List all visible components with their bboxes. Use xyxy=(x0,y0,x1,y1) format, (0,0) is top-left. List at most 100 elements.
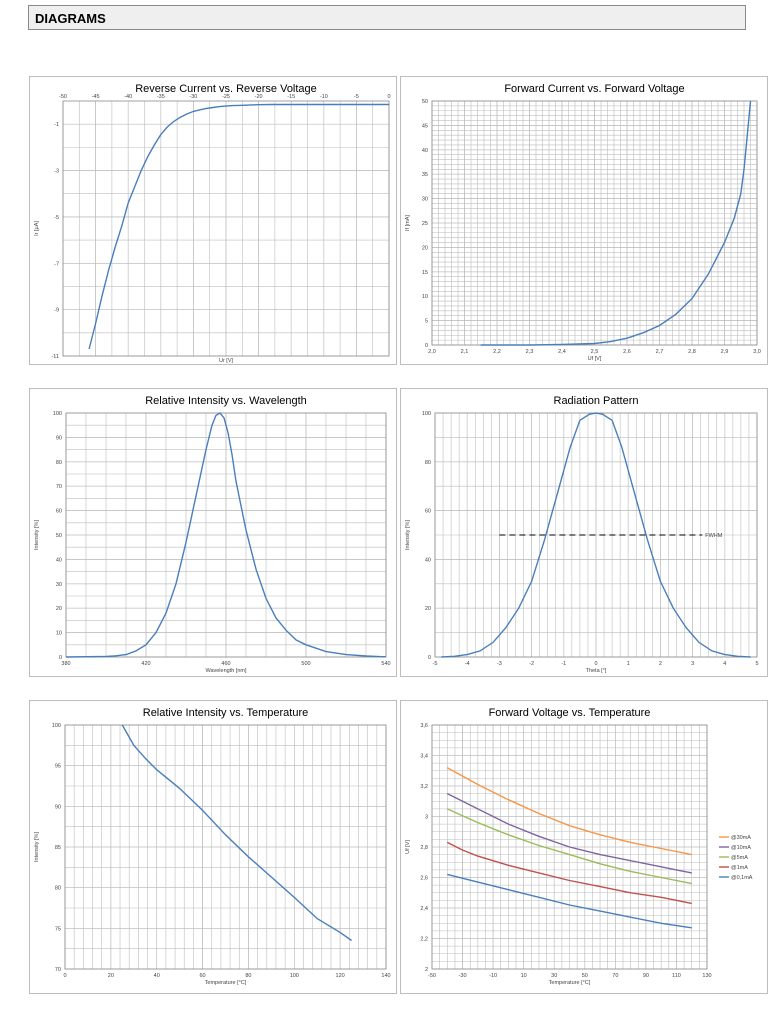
y-axis-label: Ir [µA] xyxy=(34,221,40,236)
chart-title: Forward Voltage vs. Temperature xyxy=(489,707,651,719)
x-tick-label: 90 xyxy=(643,973,649,979)
grid xyxy=(64,724,387,970)
chart-svg: Forward Current vs. Forward Voltage 2,0 2,… xyxy=(405,83,761,362)
y-tick-label: 3,6 xyxy=(420,723,428,729)
y-tick-label: -7 xyxy=(54,261,59,267)
y-tick-label: 20 xyxy=(422,245,428,251)
x-tick-label: 0 xyxy=(63,973,66,979)
x-tick-label: -25 xyxy=(222,94,230,100)
x-tick-label: -40 xyxy=(124,94,132,100)
y-tick-label: 90 xyxy=(56,435,62,441)
y-tick-label: 20 xyxy=(425,606,431,612)
x-axis-label: Temperature [°C] xyxy=(549,980,591,986)
x-tick-label: 120 xyxy=(336,973,345,979)
y-tick-label: -5 xyxy=(54,215,59,221)
x-tick-label: 60 xyxy=(200,973,206,979)
chart-panel-voltage-temperature: Forward Voltage vs. Temperature -50 -30 -10… xyxy=(400,700,768,994)
x-tick-label: 2,6 xyxy=(623,349,631,355)
x-tick-label: 420 xyxy=(141,661,150,667)
x-tick-label: 380 xyxy=(61,661,70,667)
x-tick-label: -45 xyxy=(92,94,100,100)
x-axis-label: Uf [V] xyxy=(588,356,602,362)
y-axis-label: Intensity [%] xyxy=(34,520,40,550)
x-tick-label: 2,0 xyxy=(428,349,436,355)
series-line-0 xyxy=(446,767,692,856)
series-line xyxy=(480,100,752,346)
series-line-1 xyxy=(446,792,692,874)
series-line-3 xyxy=(446,841,692,905)
x-tick-label: -50 xyxy=(428,973,436,979)
y-tick-label: 60 xyxy=(425,509,431,515)
series-line xyxy=(121,724,353,942)
y-tick-label: 3,4 xyxy=(420,754,428,760)
grid xyxy=(431,100,758,346)
x-tick-label: 0 xyxy=(594,661,597,667)
x-tick-label: -2 xyxy=(529,661,534,667)
y-axis-label: Uf [V] xyxy=(405,840,411,854)
legend-label: @0,1mA xyxy=(731,875,753,881)
x-tick-label: -5 xyxy=(433,661,438,667)
y-tick-label: 85 xyxy=(55,845,61,851)
x-tick-label: -35 xyxy=(157,94,165,100)
legend-label: @5mA xyxy=(731,855,748,861)
y-tick-label: 2,2 xyxy=(420,937,428,943)
plot-frame xyxy=(65,412,387,658)
x-tick-label: 2,8 xyxy=(688,349,696,355)
chart-title: Relative Intensity vs. Temperature xyxy=(143,707,308,719)
x-tick-label: -50 xyxy=(59,94,67,100)
x-axis-label: Wavelength [nm] xyxy=(205,668,247,674)
y-tick-label: 15 xyxy=(422,270,428,276)
legend-label: @1mA xyxy=(731,865,748,871)
x-tick-label: 2,1 xyxy=(461,349,469,355)
x-tick-label: -1 xyxy=(561,661,566,667)
series-line-2 xyxy=(447,808,692,885)
y-tick-label: 70 xyxy=(55,967,61,973)
x-tick-label: -3 xyxy=(497,661,502,667)
x-tick-label: 70 xyxy=(612,973,618,979)
y-tick-label: 0 xyxy=(425,343,428,349)
y-tick-label: 3 xyxy=(425,815,428,821)
x-tick-label: 40 xyxy=(154,973,160,979)
x-tick-label: 4 xyxy=(723,661,726,667)
x-tick-label: -20 xyxy=(255,94,263,100)
grid xyxy=(62,101,390,357)
x-tick-label: 0 xyxy=(387,94,390,100)
x-tick-label: 1 xyxy=(627,661,630,667)
plot-frame xyxy=(431,724,708,970)
y-tick-label: 3,2 xyxy=(420,784,428,790)
y-tick-label: 5 xyxy=(425,319,428,325)
chart-panel-radiation-pattern: Radiation Pattern -5 -4 -3 -2 -1 0 1 2 3 4 5 0 20 40 60… xyxy=(400,388,768,677)
y-tick-label: -1 xyxy=(54,122,59,128)
chart-panel-forward-current: Forward Current vs. Forward Voltage 2,0 2,… xyxy=(400,76,768,365)
y-tick-label: 70 xyxy=(56,484,62,490)
x-tick-label: 540 xyxy=(381,661,390,667)
plot-frame xyxy=(62,100,390,357)
chart-svg: Forward Voltage vs. Temperature -50 -30 -10… xyxy=(405,707,753,986)
y-tick-label: 75 xyxy=(55,926,61,932)
x-tick-label: 30 xyxy=(551,973,557,979)
x-tick-label: 100 xyxy=(290,973,299,979)
x-tick-label: 140 xyxy=(381,973,390,979)
y-tick-label: 80 xyxy=(56,460,62,466)
x-tick-label: -10 xyxy=(489,973,497,979)
x-tick-label: 10 xyxy=(521,973,527,979)
series-line xyxy=(441,412,751,658)
x-tick-label: 2,5 xyxy=(591,349,599,355)
x-tick-label: 50 xyxy=(582,973,588,979)
x-tick-label: 2 xyxy=(659,661,662,667)
section-header: DIAGRAMS xyxy=(28,5,746,30)
y-tick-label: 50 xyxy=(422,99,428,105)
plot-frame xyxy=(431,100,758,346)
x-tick-label: 20 xyxy=(108,973,114,979)
x-tick-label: 2,4 xyxy=(558,349,566,355)
y-tick-label: 35 xyxy=(422,172,428,178)
plot-frame xyxy=(64,724,387,970)
chart-svg: Relative Intensity vs. Wavelength 380 420 4… xyxy=(34,395,391,674)
y-tick-label: 50 xyxy=(56,533,62,539)
y-tick-label: 20 xyxy=(56,606,62,612)
y-tick-label: 60 xyxy=(56,509,62,515)
y-tick-label: -9 xyxy=(54,308,59,314)
chart-title: Reverse Current vs. Reverse Voltage xyxy=(135,83,317,95)
x-axis-label: Ur [V] xyxy=(219,358,234,364)
chart-svg: Relative Intensity vs. Temperature 0 20 40 6… xyxy=(34,707,391,986)
